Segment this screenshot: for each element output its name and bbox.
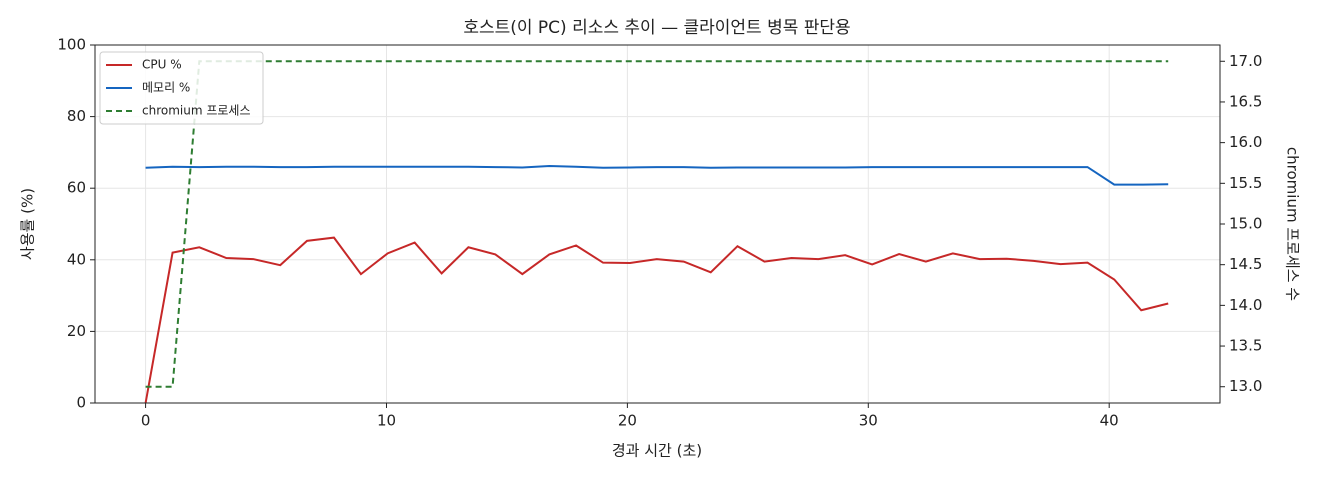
chart-title: 호스트(이 PC) 리소스 추이 — 클라이언트 병목 판단용 [463,18,850,38]
legend-label: CPU % [142,58,182,72]
x-tick-label: 10 [377,412,396,430]
y2-tick-label: 17.0 [1229,52,1262,70]
y-tick-label: 20 [67,322,86,340]
y-tick-label: 100 [57,36,86,54]
y2-axis-label: chromium 프로세스 수 [1284,147,1302,301]
series-line [145,164,1169,186]
legend-label: chromium 프로세스 [142,104,251,118]
y2-tick-label: 15.5 [1229,174,1262,192]
y-tick-label: 80 [67,107,86,125]
series-line [144,236,1169,404]
y2-tick-label: 16.0 [1229,133,1262,151]
y2-tick-label: 13.0 [1229,377,1262,395]
plot-frame [94,44,1221,404]
y2-tick-label: 14.5 [1229,255,1262,273]
y2-tick-label: 16.5 [1229,92,1262,110]
x-tick-label: 30 [859,412,878,430]
grid [95,44,1220,404]
y-axis-label: 사용률 (%) [19,188,37,260]
y2-tick-label: 13.5 [1229,337,1262,355]
x-tick-label: 40 [1100,412,1119,430]
legend: CPU % 메모리 % chromium 프로세스 [99,51,264,125]
legend-box [99,51,264,125]
y-tick-label: 0 [76,394,86,412]
legend-label: 메모리 % [142,81,190,95]
x-tick-label: 20 [618,412,637,430]
series-line [145,60,1169,388]
y2-tick-label: 15.0 [1229,215,1262,233]
x-axis-label: 경과 시간 (초) [612,442,702,460]
y2-tick-label: 14.0 [1229,296,1262,314]
y-tick-label: 60 [67,179,86,197]
x-tick-label: 0 [141,412,151,430]
y-tick-label: 40 [67,250,86,268]
